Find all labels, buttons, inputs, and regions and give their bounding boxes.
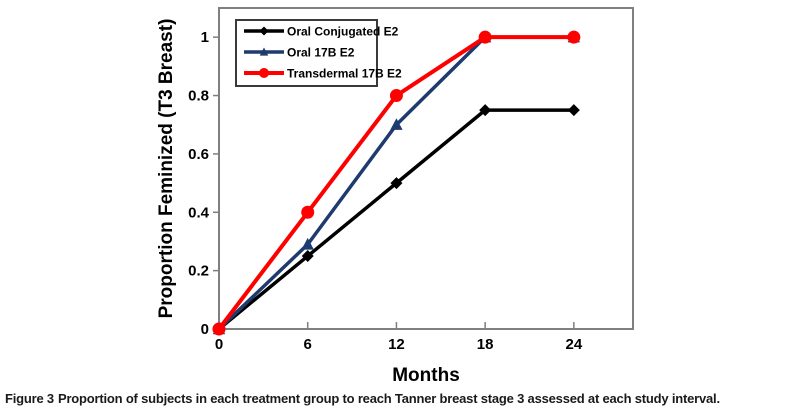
plot-area	[218, 7, 634, 330]
figure-caption-text: Proportion of subjects in each treatment…	[57, 391, 720, 406]
triangle-marker	[390, 118, 403, 130]
y-axis-title: Proportion Feminized (T3 Breast)	[156, 19, 177, 319]
legend-label: Oral Conjugated E2	[287, 25, 399, 39]
x-tick-label: 12	[388, 336, 405, 353]
x-tick-label: 18	[477, 336, 494, 353]
triangle-marker	[259, 47, 269, 56]
circle-marker	[478, 30, 492, 44]
circle-marker	[259, 68, 269, 78]
y-tick-label: 0.8	[188, 88, 209, 105]
figure-caption: Figure 3 Proportion of subjects in each t…	[5, 391, 791, 407]
x-tick-label: 24	[566, 336, 583, 353]
legend-label: Transdermal 17B E2	[287, 67, 402, 81]
series-line	[217, 108, 574, 331]
y-tick-label: 0	[201, 321, 209, 338]
diamond-marker	[301, 250, 314, 263]
circle-marker	[389, 89, 403, 103]
diamond-marker	[567, 104, 580, 117]
circle-marker	[212, 322, 226, 336]
x-tick-label: 0	[215, 336, 223, 353]
diamond-marker	[259, 26, 269, 36]
y-tick-label: 0.6	[188, 146, 209, 163]
y-tick-label: 1	[201, 29, 209, 46]
diamond-marker	[390, 177, 403, 190]
legend-label: Oral 17B E2	[287, 46, 355, 60]
line-chart: 0 6 12 18 24 0 0.2 0.4 0.6 0.8 1 Proportion Feminiz…	[156, 7, 634, 386]
figure-caption-tag: Figure 3	[5, 391, 54, 406]
triangle-marker	[301, 237, 314, 250]
circle-marker	[567, 30, 581, 44]
y-tick-label: 0.2	[188, 263, 209, 280]
circle-marker	[301, 205, 315, 219]
x-axis-title: Months	[392, 365, 460, 386]
diamond-marker	[479, 104, 492, 117]
y-tick-label: 0.4	[188, 204, 210, 221]
x-tick-label: 6	[304, 336, 312, 353]
